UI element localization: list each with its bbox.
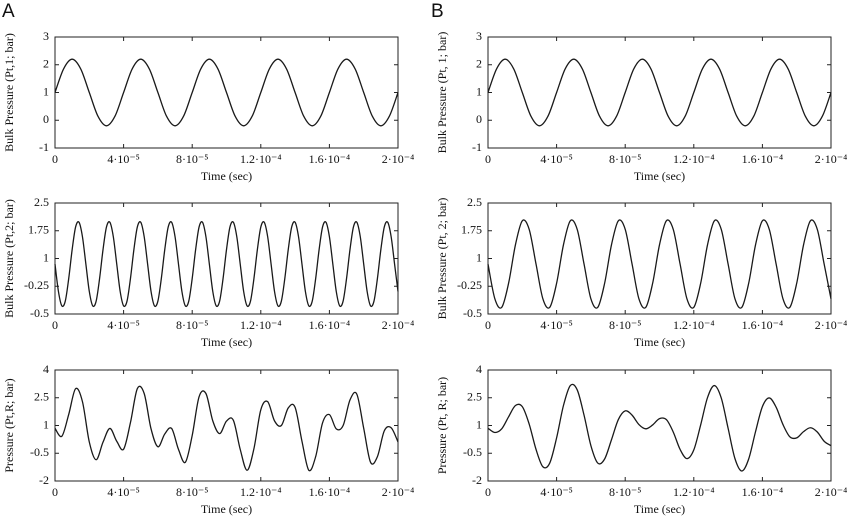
x-tick-label: 4·10⁻⁵	[107, 318, 140, 332]
x-tick-label: 4·10⁻⁵	[540, 318, 573, 332]
y-tick-label: -0.5	[30, 306, 49, 320]
x-tick-label: 1.6·10⁻⁴	[309, 485, 351, 499]
x-tick-label: 0	[52, 318, 58, 332]
subplot: -2 -0.5 1 2.5 4 0 4·10⁻⁵ 8·10⁻⁵ 1.2·10⁻⁴ 1.6·10⁻⁴…	[435, 362, 848, 516]
x-tick-label: 2·10⁻⁴	[815, 318, 848, 332]
x-axis-title: Time (sec)	[201, 169, 252, 183]
subplot: -2 -0.5 1 2.5 4 0 4·10⁻⁵ 8·10⁻⁵ 1.2·10⁻⁴ 1.6·10⁻⁴…	[2, 362, 415, 516]
y-tick-label: 0	[43, 112, 49, 126]
x-tick-label: 2·10⁻⁴	[382, 318, 415, 332]
y-tick-label: 1	[476, 417, 482, 431]
x-tick-label: 4·10⁻⁵	[540, 152, 573, 166]
x-tick-label: 1.2·10⁻⁴	[673, 152, 715, 166]
panel-label: A	[2, 1, 15, 22]
x-tick-label: 1.6·10⁻⁴	[309, 152, 351, 166]
x-axis-title: Time (sec)	[634, 502, 685, 516]
x-tick-label: 1.2·10⁻⁴	[673, 485, 715, 499]
y-tick-label: 4	[43, 362, 49, 376]
x-tick-label: 0	[52, 152, 58, 166]
y-axis-title: Pressure (Pt, R; bar)	[435, 377, 449, 474]
y-tick-label: 1	[43, 417, 49, 431]
panel-label: B	[431, 1, 444, 22]
y-axis-title: Bulk Pressure (Pt,2; bar)	[2, 199, 16, 318]
x-axis-title: Time (sec)	[634, 335, 685, 349]
x-tick-label: 8·10⁻⁵	[176, 152, 209, 166]
y-tick-label: 1.75	[461, 223, 482, 237]
y-tick-label: -0.5	[30, 445, 49, 459]
x-axis-title: Time (sec)	[201, 502, 252, 516]
x-tick-label: 0	[485, 152, 491, 166]
data-line	[54, 58, 399, 127]
y-tick-label: -2	[39, 473, 49, 487]
data-line	[54, 221, 399, 308]
data-line	[487, 219, 832, 309]
x-tick-label: 0	[485, 318, 491, 332]
y-tick-label: 2.5	[467, 195, 482, 209]
plot-frame	[54, 369, 399, 482]
data-line	[54, 385, 399, 472]
x-tick-label: 1.2·10⁻⁴	[240, 485, 282, 499]
x-tick-label: 8·10⁻⁵	[609, 318, 642, 332]
plot-frame	[54, 202, 399, 315]
x-tick-label: 2·10⁻⁴	[815, 485, 848, 499]
y-tick-label: -1	[472, 140, 482, 154]
x-tick-label: 1.2·10⁻⁴	[673, 318, 715, 332]
data-line	[487, 383, 832, 472]
y-tick-label: 2	[476, 57, 482, 71]
y-tick-label: 1	[43, 250, 49, 264]
y-tick-label: 2	[43, 57, 49, 71]
y-tick-label: -1	[39, 140, 49, 154]
y-tick-label: -0.25	[24, 278, 49, 292]
y-axis-title: Bulk Pressure (Pt, 1; bar)	[435, 32, 449, 154]
x-axis-title: Time (sec)	[201, 335, 252, 349]
x-tick-label: 1.6·10⁻⁴	[309, 318, 351, 332]
y-axis-title: Bulk Pressure (Pt,1; bar)	[2, 33, 16, 152]
y-tick-label: 3	[43, 29, 49, 43]
y-tick-label: 2.5	[34, 195, 49, 209]
x-tick-label: 4·10⁻⁵	[107, 485, 140, 499]
y-tick-label: -0.25	[457, 278, 482, 292]
y-tick-label: 4	[476, 362, 482, 376]
x-tick-label: 1.6·10⁻⁴	[742, 152, 784, 166]
y-tick-label: 1	[476, 250, 482, 264]
x-axis-title: Time (sec)	[634, 169, 685, 183]
x-tick-label: 4·10⁻⁵	[107, 152, 140, 166]
y-tick-label: 3	[476, 29, 482, 43]
x-tick-label: 2·10⁻⁴	[382, 152, 415, 166]
x-tick-label: 4·10⁻⁵	[540, 485, 573, 499]
subplot: -0.5 -0.25 1 1.75 2.5 0 4·10⁻⁵ 8·10⁻⁵ 1.2·10⁻⁴ 1.…	[2, 195, 415, 349]
x-tick-label: 8·10⁻⁵	[176, 485, 209, 499]
y-tick-label: 2.5	[467, 390, 482, 404]
x-tick-label: 2·10⁻⁴	[382, 485, 415, 499]
subplot: -0.5 -0.25 1 1.75 2.5 0 4·10⁻⁵ 8·10⁻⁵ 1.2·10⁻⁴ 1.…	[435, 195, 848, 349]
data-line	[487, 58, 832, 127]
plot-frame	[487, 202, 832, 315]
y-axis-title: Pressure (Pt,R; bar)	[2, 378, 16, 472]
x-tick-label: 8·10⁻⁵	[609, 152, 642, 166]
x-tick-label: 0	[485, 485, 491, 499]
y-tick-label: -0.5	[463, 306, 482, 320]
y-tick-label: 0	[476, 112, 482, 126]
x-tick-label: 8·10⁻⁵	[609, 485, 642, 499]
y-tick-label: 2.5	[34, 390, 49, 404]
x-tick-label: 2·10⁻⁴	[815, 152, 848, 166]
y-tick-label: 1.75	[28, 223, 49, 237]
y-axis-title: Bulk Pressure (Pt, 2; bar)	[435, 198, 449, 320]
x-tick-label: 8·10⁻⁵	[176, 318, 209, 332]
x-tick-label: 1.6·10⁻⁴	[742, 318, 784, 332]
x-tick-label: 1.2·10⁻⁴	[240, 318, 282, 332]
y-tick-label: 1	[43, 84, 49, 98]
plot-frame	[487, 369, 832, 482]
y-tick-label: -0.5	[463, 445, 482, 459]
x-tick-label: 1.6·10⁻⁴	[742, 485, 784, 499]
y-tick-label: 1	[476, 84, 482, 98]
x-tick-label: 0	[52, 485, 58, 499]
x-tick-label: 1.2·10⁻⁴	[240, 152, 282, 166]
y-tick-label: -2	[472, 473, 482, 487]
